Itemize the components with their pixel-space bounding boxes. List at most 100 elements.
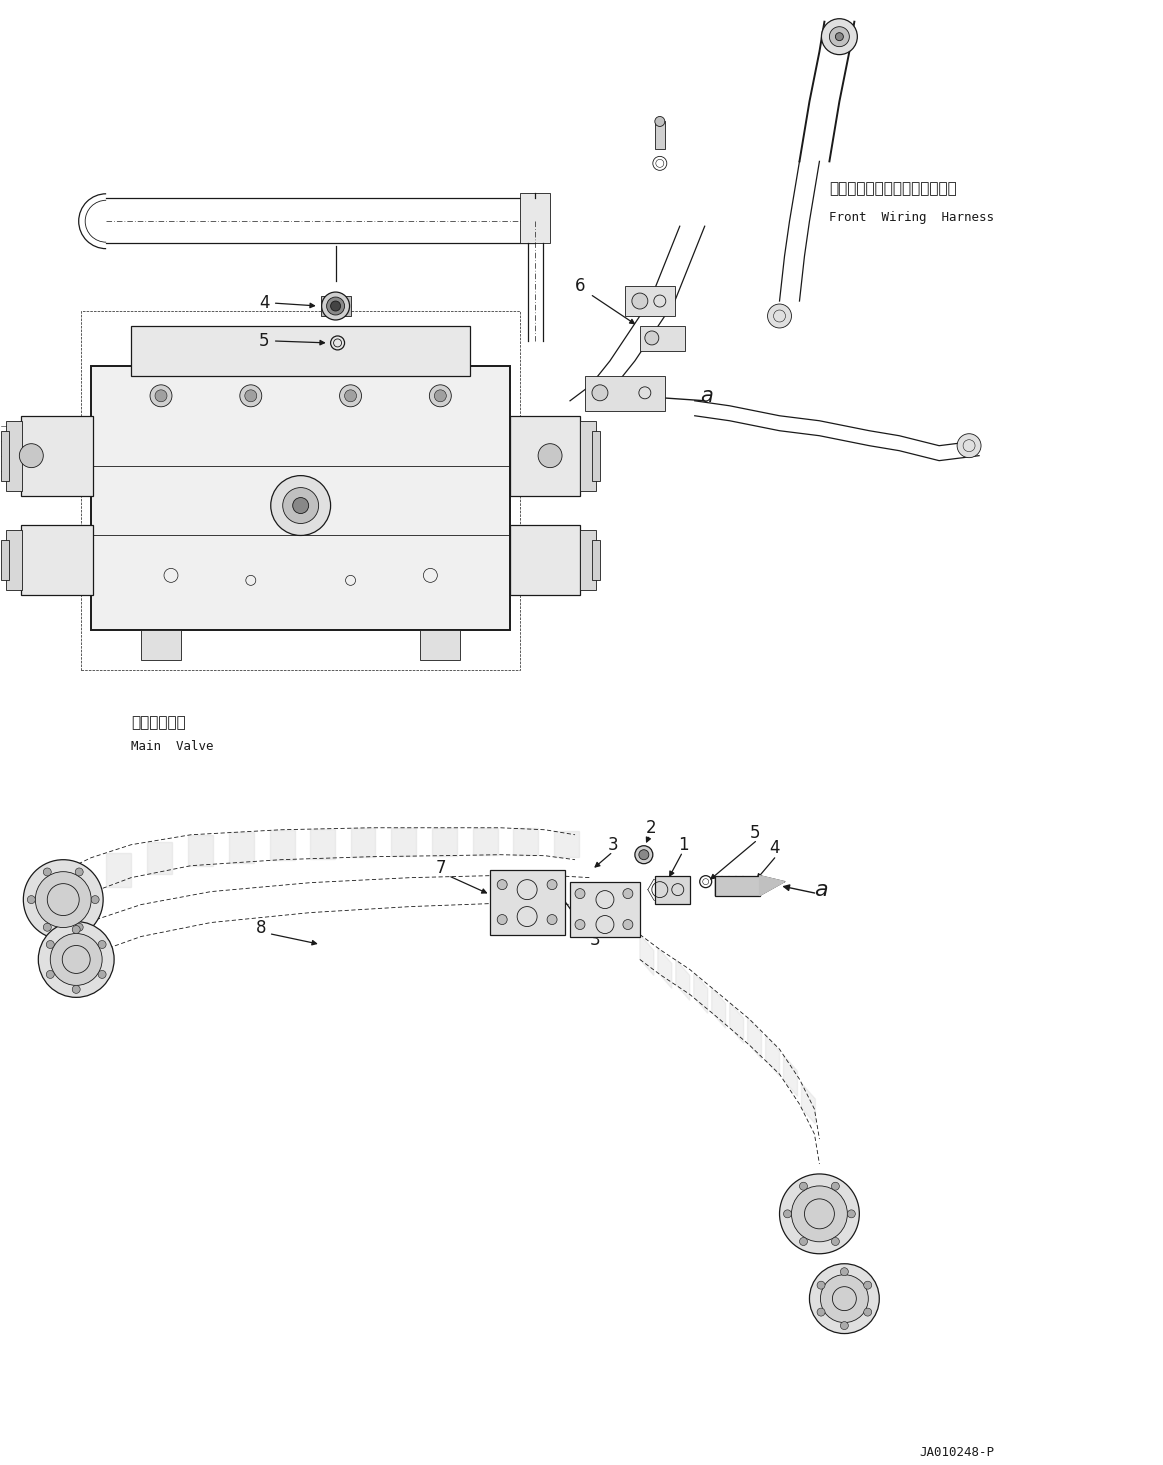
Circle shape (340, 385, 362, 407)
Bar (321, 296, 350, 316)
Circle shape (76, 923, 84, 932)
Circle shape (330, 300, 341, 311)
Circle shape (43, 867, 51, 876)
Bar (580, 420, 595, 491)
Bar (592, 431, 600, 481)
Circle shape (957, 434, 982, 457)
Circle shape (283, 488, 319, 523)
Bar (640, 327, 685, 352)
Circle shape (434, 390, 447, 401)
Text: 5: 5 (259, 333, 270, 350)
Bar (21, 526, 93, 595)
Circle shape (638, 850, 649, 860)
Circle shape (538, 444, 562, 467)
Circle shape (592, 385, 608, 401)
Circle shape (150, 385, 172, 407)
Polygon shape (229, 832, 254, 863)
Bar (21, 416, 93, 495)
Circle shape (635, 845, 652, 864)
Circle shape (344, 390, 357, 401)
Circle shape (632, 293, 648, 309)
Bar (655, 122, 665, 149)
Circle shape (818, 1282, 825, 1289)
Circle shape (864, 1308, 872, 1316)
Circle shape (835, 32, 843, 41)
Text: Front  Wiring  Harness: Front Wiring Harness (829, 211, 994, 224)
Text: 8: 8 (256, 919, 266, 936)
Polygon shape (658, 948, 672, 989)
Circle shape (655, 117, 665, 126)
Circle shape (27, 895, 35, 904)
Circle shape (779, 1173, 859, 1254)
Circle shape (829, 26, 849, 47)
Text: 4: 4 (770, 839, 780, 857)
Polygon shape (694, 973, 708, 1014)
Bar (570, 882, 640, 936)
Polygon shape (729, 1002, 743, 1043)
Bar (625, 286, 675, 316)
Bar (6, 530, 22, 590)
Circle shape (76, 867, 84, 876)
Circle shape (498, 879, 507, 889)
Polygon shape (309, 829, 335, 858)
Text: メインバルブ: メインバルブ (131, 715, 186, 730)
Polygon shape (640, 935, 654, 976)
Circle shape (820, 1275, 869, 1323)
Circle shape (43, 923, 51, 932)
Circle shape (271, 476, 330, 536)
Text: a: a (700, 385, 713, 406)
Circle shape (841, 1267, 848, 1276)
Circle shape (821, 19, 857, 54)
Circle shape (98, 970, 106, 979)
Polygon shape (188, 835, 213, 866)
Bar (1, 541, 9, 580)
Circle shape (50, 933, 102, 986)
Bar (141, 630, 181, 661)
Circle shape (38, 921, 114, 998)
Text: 5: 5 (750, 823, 761, 842)
Text: 7: 7 (435, 858, 445, 876)
Polygon shape (66, 870, 91, 904)
Bar (420, 630, 461, 661)
Circle shape (623, 920, 633, 929)
Circle shape (498, 914, 507, 924)
Circle shape (322, 292, 350, 319)
Circle shape (98, 941, 106, 948)
Circle shape (809, 1264, 879, 1333)
Circle shape (799, 1238, 807, 1245)
Circle shape (832, 1238, 840, 1245)
Circle shape (155, 390, 167, 401)
Text: 6: 6 (575, 277, 585, 294)
Bar (520, 193, 550, 243)
Circle shape (35, 872, 91, 927)
Text: フロントワイヤリングハーネス: フロントワイヤリングハーネス (829, 182, 957, 196)
Circle shape (623, 889, 633, 898)
Text: 3: 3 (608, 835, 619, 854)
Circle shape (848, 1210, 855, 1217)
Bar (585, 377, 665, 410)
Bar (1, 431, 9, 481)
Bar (592, 541, 600, 580)
Polygon shape (748, 1017, 762, 1059)
Polygon shape (676, 960, 690, 1001)
Circle shape (429, 385, 451, 407)
Circle shape (799, 1182, 807, 1190)
Text: JA010248-P: JA010248-P (919, 1446, 994, 1459)
Circle shape (47, 970, 55, 979)
Bar (511, 416, 580, 495)
Circle shape (644, 331, 658, 344)
Polygon shape (106, 853, 131, 886)
Circle shape (72, 926, 80, 933)
Circle shape (91, 895, 99, 904)
Circle shape (832, 1182, 840, 1190)
Circle shape (47, 941, 55, 948)
Polygon shape (270, 829, 294, 860)
Circle shape (792, 1185, 848, 1242)
Text: Main  Valve: Main Valve (131, 740, 214, 753)
Circle shape (293, 498, 308, 514)
Bar (491, 870, 565, 935)
Circle shape (818, 1308, 825, 1316)
Circle shape (20, 444, 43, 467)
Circle shape (575, 920, 585, 929)
Circle shape (240, 385, 262, 407)
